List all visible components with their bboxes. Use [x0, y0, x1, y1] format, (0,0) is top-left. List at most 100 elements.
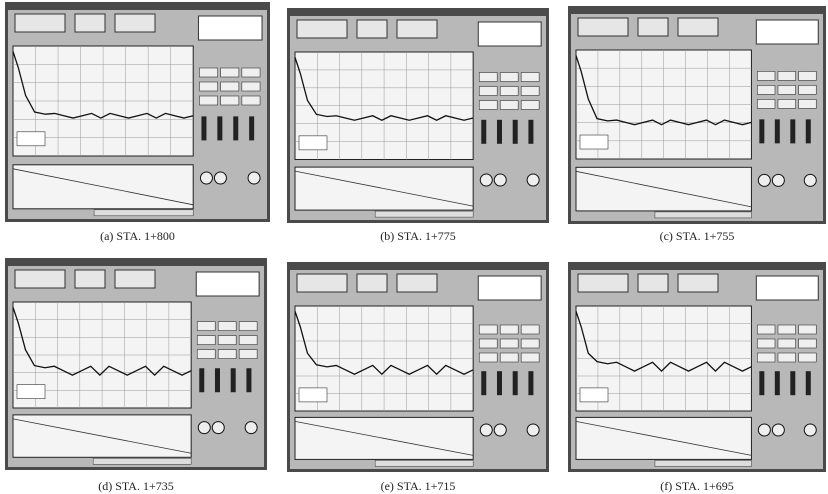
- round-button: [804, 174, 816, 186]
- slider: [481, 371, 486, 395]
- header-box: [115, 14, 155, 32]
- figure: (a) STA. 1+800 (b) STA. 1+775 (c) STA. 1+7…: [0, 0, 828, 494]
- round-button: [214, 172, 226, 184]
- control-button: [479, 353, 497, 362]
- round-button: [248, 172, 260, 184]
- control-button: [757, 71, 775, 80]
- slider: [497, 120, 502, 144]
- screenshot: [287, 262, 549, 472]
- control-button: [479, 73, 497, 82]
- slider: [201, 116, 206, 140]
- caption: (a) STA. 1+800: [100, 229, 175, 243]
- control-button: [242, 96, 260, 105]
- control-button: [799, 85, 817, 94]
- control-button: [479, 339, 497, 348]
- header-box: [678, 274, 718, 292]
- file-box: [756, 276, 818, 300]
- plot-legend: [17, 385, 45, 399]
- header-box: [357, 20, 387, 38]
- header-box: [297, 20, 347, 38]
- header-box: [578, 274, 628, 292]
- control-button: [778, 85, 796, 94]
- round-button: [480, 174, 492, 186]
- control-button: [242, 82, 260, 91]
- control-button: [500, 87, 518, 96]
- round-button: [494, 174, 506, 186]
- control-button: [778, 339, 796, 348]
- slider: [806, 119, 811, 143]
- file-box: [756, 20, 818, 44]
- control-button: [799, 353, 817, 362]
- control-button: [757, 339, 775, 348]
- plot-legend: [299, 136, 327, 150]
- slider: [775, 119, 780, 143]
- header-box: [638, 18, 668, 36]
- control-button: [799, 99, 817, 108]
- round-button: [804, 424, 816, 436]
- control-button: [221, 82, 239, 91]
- slider: [246, 368, 251, 392]
- control-button: [778, 99, 796, 108]
- control-button: [199, 96, 217, 105]
- control-button: [500, 325, 518, 334]
- control-button: [757, 353, 775, 362]
- header-box: [638, 274, 668, 292]
- header-box: [678, 18, 718, 36]
- control-button: [479, 101, 497, 110]
- slider: [528, 371, 533, 395]
- control-button: [221, 68, 239, 77]
- round-button: [480, 424, 492, 436]
- file-box: [196, 272, 259, 296]
- caption: (b) STA. 1+775: [380, 229, 455, 243]
- control-button: [778, 353, 796, 362]
- slider: [199, 368, 204, 392]
- control-button: [521, 339, 539, 348]
- slider: [481, 120, 486, 144]
- caption: (c) STA. 1+755: [660, 229, 735, 243]
- round-button: [527, 174, 539, 186]
- slider: [249, 116, 254, 140]
- header-box: [115, 270, 155, 288]
- file-box: [478, 276, 541, 300]
- plot-legend: [580, 388, 608, 402]
- control-button: [799, 339, 817, 348]
- slider: [759, 119, 764, 143]
- control-button: [199, 68, 217, 77]
- file-box: [478, 22, 541, 46]
- screenshot: [5, 2, 270, 222]
- header-box: [578, 18, 628, 36]
- caption: (f) STA. 1+695: [660, 479, 733, 493]
- round-button: [772, 424, 784, 436]
- round-button: [758, 424, 770, 436]
- control-button: [199, 82, 217, 91]
- plot-legend: [580, 135, 608, 149]
- slider: [528, 120, 533, 144]
- screenshot: [568, 262, 826, 472]
- status-bar: [93, 458, 191, 464]
- round-button: [198, 422, 210, 434]
- header-box: [15, 270, 65, 288]
- status-bar: [655, 212, 751, 218]
- control-button: [500, 101, 518, 110]
- control-button: [757, 325, 775, 334]
- plot-legend: [17, 132, 45, 146]
- header-box: [397, 20, 437, 38]
- slider: [217, 116, 222, 140]
- control-button: [479, 325, 497, 334]
- slider: [513, 371, 518, 395]
- control-button: [799, 71, 817, 80]
- header-box: [75, 270, 105, 288]
- round-button: [527, 424, 539, 436]
- status-bar: [655, 460, 751, 466]
- round-button: [772, 174, 784, 186]
- header-box: [297, 274, 347, 292]
- slider: [775, 371, 780, 395]
- header-box: [397, 274, 437, 292]
- control-button: [218, 322, 236, 331]
- status-bar: [375, 211, 473, 217]
- slider: [790, 371, 795, 395]
- round-button: [200, 172, 212, 184]
- control-button: [757, 85, 775, 94]
- control-button: [521, 325, 539, 334]
- round-button: [245, 422, 257, 434]
